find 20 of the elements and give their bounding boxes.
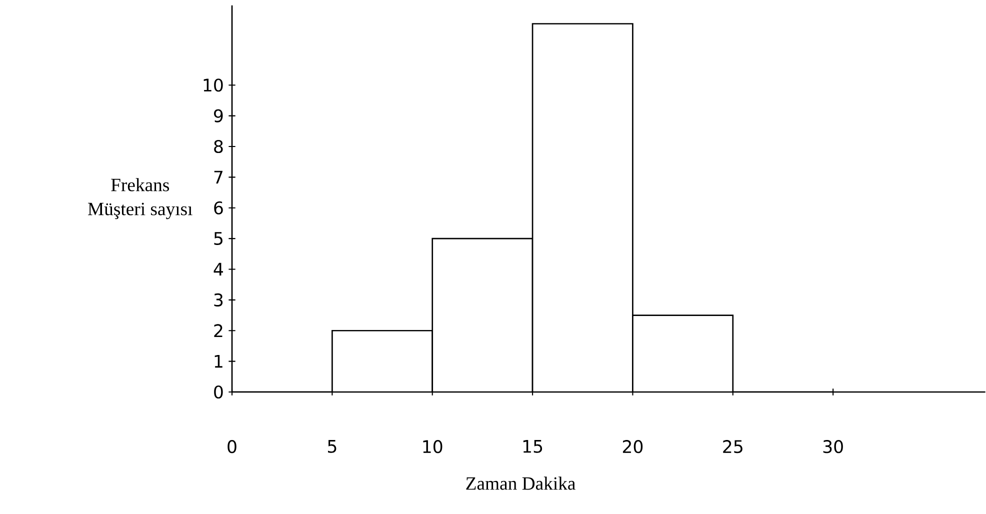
- y-tick-label: 7: [214, 170, 222, 184]
- y-tick-label: 9: [214, 109, 223, 122]
- y-tick-label: 2: [214, 324, 222, 338]
- x-tick-label: 25: [723, 440, 742, 454]
- y-tick-label: 4: [214, 262, 223, 276]
- x-tick-label: 15: [523, 440, 542, 453]
- x-tick-label: 0: [228, 440, 236, 454]
- y-tick-label: 8: [214, 140, 223, 154]
- x-tick-label: 10: [423, 440, 442, 454]
- y-tick-label: 0: [214, 385, 223, 399]
- y-tick-label: 5: [214, 232, 222, 245]
- x-tick-label: 20: [622, 440, 643, 454]
- x-tick-label: 5: [328, 440, 336, 453]
- y-axis-title: Frekans Müşteri sayısı: [88, 178, 192, 220]
- y-tick-label: 10: [204, 78, 223, 92]
- y-tick-label: 6: [214, 201, 223, 214]
- y-tick-label: 1: [214, 354, 222, 368]
- x-tick-label: 30: [823, 440, 843, 454]
- y-tick-label: 3: [214, 293, 223, 306]
- x-axis-title: Zaman Dakika: [466, 476, 576, 490]
